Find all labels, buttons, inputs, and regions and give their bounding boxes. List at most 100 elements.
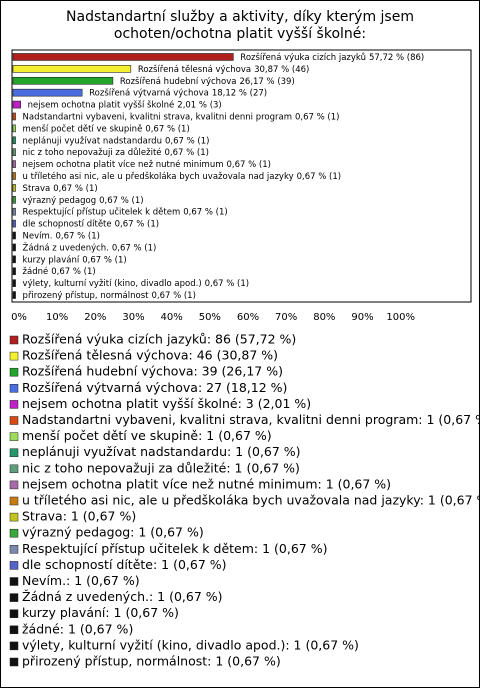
x-tick-label: 20% <box>84 312 106 323</box>
bar-label: Nevím. 0,67 % (1) <box>23 231 100 241</box>
value-label: 57,72 % (86) <box>369 52 424 62</box>
legend-label: Žádná z uvedených.: 1 (0,67 %) <box>22 589 223 604</box>
bar-category: Rozšířená výtvarná výchova <box>89 87 209 98</box>
x-tick-label: 90% <box>351 312 373 323</box>
value-label: 0,67 % (1) <box>115 219 159 229</box>
legend-swatch <box>9 367 19 377</box>
legend-swatch <box>9 561 19 570</box>
legend-swatch <box>9 625 19 635</box>
value-label: 0,67 % (1) <box>297 172 341 182</box>
bar-label: Rozšířená výtvarná výchova 18,12 % (27) <box>89 87 267 98</box>
bar <box>12 196 16 204</box>
legend-swatch <box>9 400 19 409</box>
bar-label: Rozšířená hudební výchova 26,17 % (39) <box>120 75 295 86</box>
bar-category: výrazný pedagog <box>23 195 97 205</box>
bar <box>12 100 21 109</box>
bar-category: Rozšířená hudební výchova <box>120 75 237 86</box>
legend-swatch <box>9 609 19 618</box>
value-label: 0,67 % (1) <box>53 183 97 193</box>
legend-label: Rozšířená výtvarná výchova: 27 (18,12 %) <box>22 380 287 395</box>
legend-swatch <box>9 448 19 457</box>
bar-category: neplánuji využívat nadstandardu <box>23 136 162 146</box>
x-tick-label: 0% <box>11 312 27 323</box>
legend-label: Nadstandartni vybaveni, kvalitni strava,… <box>22 412 479 427</box>
x-tick-label: 70% <box>275 312 297 323</box>
x-tick-label: 50% <box>199 312 221 323</box>
bar <box>12 207 16 216</box>
bar-label: Respektující přístup učitelek k dětem 0,6… <box>23 206 228 217</box>
bar-label: kurzy plavání 0,67 % (1) <box>23 255 127 265</box>
bar-category: Žádná z uvedených. <box>23 241 109 253</box>
bar <box>12 291 16 299</box>
bar-label: nejsem ochotna platit vyšší školné 2,01 %… <box>28 99 222 110</box>
legend-label: neplánuji využívat nadstandardu: 1 (0,67… <box>22 444 301 459</box>
value-label: 0,67 % (1) <box>165 136 209 146</box>
x-tick-label: 40% <box>161 312 183 323</box>
bar <box>12 76 114 85</box>
value-label: 30,87 % (46) <box>254 64 309 74</box>
bar <box>12 88 83 97</box>
bar <box>12 65 132 73</box>
bar <box>12 243 16 252</box>
bar-label: neplánuji využívat nadstandardu 0,67 % (1… <box>23 136 210 146</box>
bar <box>12 255 16 264</box>
bar-label: Rozšířená výuka cizích jazyků 57,72 % (86… <box>240 51 424 62</box>
value-label: 0,67 % (1) <box>183 207 227 217</box>
value-label: 0,67 % (1) <box>56 231 100 241</box>
bar <box>12 279 16 287</box>
bar-category: nejsem ochotna platit více než nutné min… <box>23 159 224 170</box>
legend-label: výrazný pedagog: 1 (0,67 %) <box>22 525 204 540</box>
legend-label: nejsem ochotna platit více než nutné min… <box>22 476 391 491</box>
bar-category: Nevím. <box>23 231 53 241</box>
legend-swatch <box>9 545 19 554</box>
legend-label: přirozený přístup, normálnost: 1 (0,67 %… <box>22 654 281 669</box>
legend-swatch <box>9 528 19 538</box>
legend-label: u tříletého asi nic, ale u předškoláka b… <box>22 493 479 508</box>
bar-category: nic z toho nepovažuji za důležité <box>23 147 162 158</box>
bar <box>12 112 16 121</box>
legend-label: nic z toho nepovažuji za důležité: 1 (0,… <box>22 460 300 475</box>
value-label: 0,67 % (1) <box>112 243 156 253</box>
bar-category: kurzy plavání <box>23 255 80 265</box>
value-label: 2,01 % (3) <box>177 100 221 110</box>
bar <box>12 160 16 168</box>
bar-label: výrazný pedagog 0,67 % (1) <box>23 195 144 205</box>
bar-category: menší počet dětí ve skupině <box>23 123 143 134</box>
bar <box>12 124 16 133</box>
legend-swatch <box>9 641 19 651</box>
value-label: 18,12 % (27) <box>212 88 267 98</box>
value-label: 0,67 % (1) <box>165 148 209 158</box>
bar <box>12 136 16 145</box>
bar-label: dle schopností dítěte 0,67 % (1) <box>23 219 160 229</box>
bar-category: žádné <box>23 266 49 277</box>
bar-label: Rozšířená tělesná výchova 30,87 % (46) <box>138 63 310 74</box>
bar <box>12 267 16 276</box>
legend-swatch <box>9 384 19 393</box>
legend-swatch <box>9 512 19 522</box>
legend-swatch <box>9 593 19 602</box>
legend-swatch <box>9 464 19 474</box>
bar-category: Rozšířená výuka cizích jazyků <box>240 51 366 62</box>
bar <box>12 231 16 240</box>
bar-category: dle schopností dítěte <box>23 219 112 229</box>
bar-category: výlety, kulturní vyžití (kino, divadlo a… <box>23 279 202 289</box>
x-tick-label: 100% <box>386 312 415 323</box>
bar-label: Žádná z uvedených. 0,67 % (1) <box>23 241 157 253</box>
value-label: 0,67 % (1) <box>295 112 339 122</box>
value-label: 0,67 % (1) <box>99 195 143 205</box>
bar-label: menší počet dětí ve skupině 0,67 % (1) <box>23 123 190 134</box>
legend-label: Rozšířená hudební výchova: 39 (26,17 %) <box>22 364 283 379</box>
x-tick-label: 10% <box>46 312 68 323</box>
legend-label: menší počet dětí ve skupině: 1 (0,67 %) <box>22 428 272 443</box>
legend-swatch <box>9 577 19 586</box>
bar-category: Strava <box>23 183 51 193</box>
legend-label: žádné: 1 (0,67 %) <box>22 621 133 636</box>
value-label: 0,67 % (1) <box>82 255 126 265</box>
bar-label: žádné 0,67 % (1) <box>23 266 96 277</box>
legend-label: Strava: 1 (0,67 %) <box>22 509 136 524</box>
bar-category: Nadstandartni vybaveni, kvalitni strava,… <box>23 112 292 122</box>
legend-label: nejsem ochotna platit vyšší školné: 3 (2… <box>22 396 311 411</box>
legend-label: výlety, kulturní vyžití (kino, divadlo a… <box>22 637 359 652</box>
plot-frame <box>11 49 472 303</box>
